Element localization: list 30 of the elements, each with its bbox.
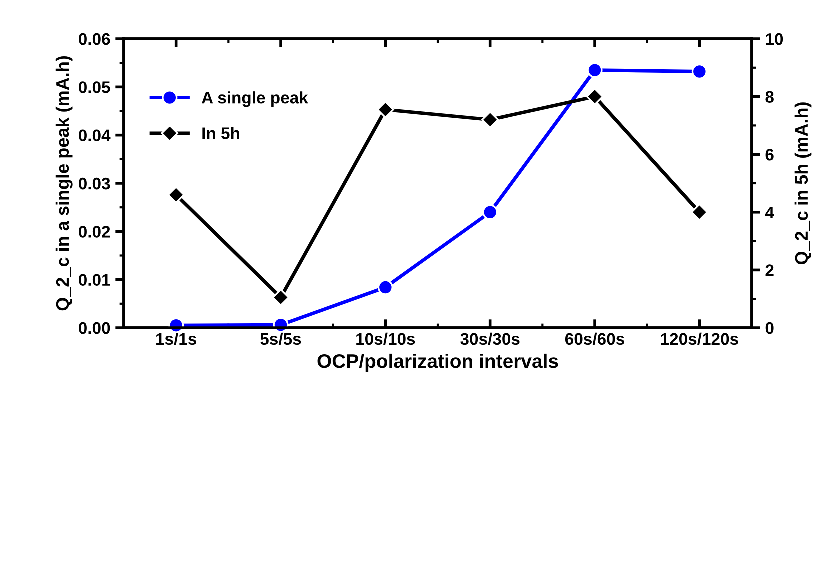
- x-tick-label: 10s/10s: [356, 332, 416, 346]
- point: [692, 64, 708, 80]
- point: [272, 288, 290, 306]
- y-tick-label: 0.01: [79, 274, 110, 286]
- y2-axis-title: Q_2_c in 5h (mA.h): [794, 102, 812, 265]
- y-tick-label: 0.03: [79, 178, 110, 190]
- y2-tick-label: 8: [766, 91, 774, 104]
- x-tick-label: 1s/1s: [156, 332, 197, 346]
- y2-tick-label: 4: [765, 206, 774, 218]
- legend-label: A single peak: [202, 92, 308, 108]
- y2-tick-label: 0: [766, 322, 774, 334]
- y2-tick-label: 2: [766, 264, 774, 276]
- x-axis-title: OCP/polarization intervals: [318, 354, 558, 372]
- point: [587, 62, 603, 78]
- x-tick-label: 30s/30s: [460, 332, 520, 346]
- x-tick-label: 60s/60s: [565, 332, 624, 346]
- point: [586, 88, 604, 106]
- y-axis-title: Q_2_c in a single peak (mA.h): [56, 56, 73, 311]
- y-tick-label: 0.02: [79, 226, 110, 238]
- x-tick-label: 120s/120s: [661, 332, 738, 346]
- y2-tick-label: 6: [766, 149, 774, 161]
- y2-tick-label: 10: [766, 33, 784, 46]
- y-tick-label: 0.06: [79, 33, 110, 46]
- y-tick-label: 0.05: [79, 82, 110, 94]
- y-tick-label: 0.00: [79, 322, 110, 334]
- x-tick-label: 5s/5s: [260, 332, 302, 346]
- point: [482, 204, 498, 220]
- y-tick-label: 0.04: [79, 130, 111, 142]
- point: [378, 280, 394, 296]
- legend-label: In 5h: [202, 127, 240, 140]
